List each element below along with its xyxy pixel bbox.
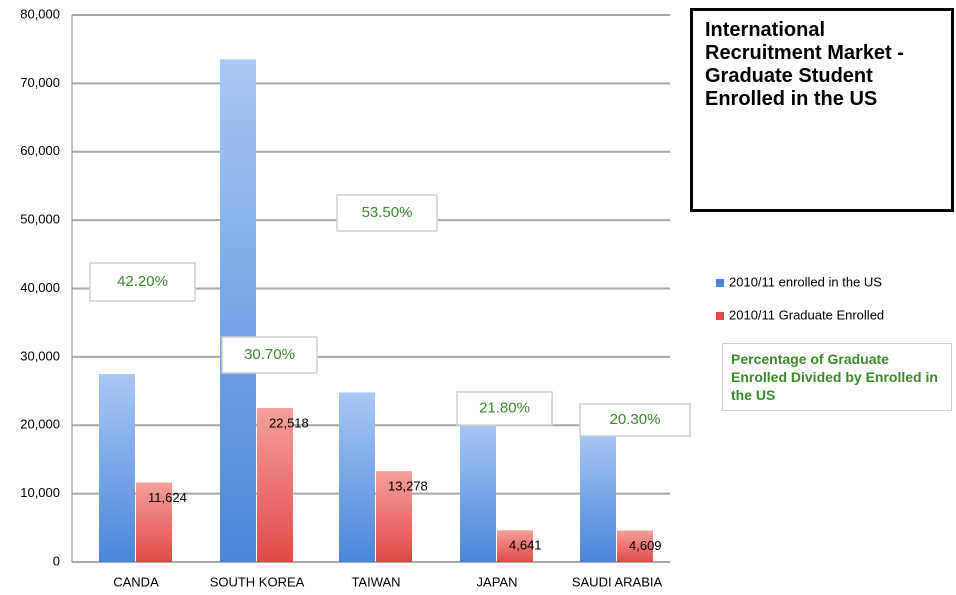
bar [617, 530, 653, 562]
bar [497, 530, 533, 562]
annotation: 30.70% [244, 346, 295, 363]
y-tick-label: 80,000 [20, 6, 60, 21]
legend-label: 2010/11 Graduate Enrolled [729, 307, 884, 322]
y-tick-label: 20,000 [20, 417, 60, 432]
annotation: 20.30% [610, 411, 661, 428]
y-tick-label: 40,000 [20, 280, 60, 295]
value-label: 4,641 [509, 538, 542, 553]
bar [580, 430, 616, 562]
legend-swatch [716, 312, 724, 320]
legend-label: 2010/11 enrolled in the US [729, 274, 882, 289]
annotation-box [336, 194, 438, 232]
bar [460, 421, 496, 562]
annotation-box [89, 262, 196, 302]
bar [257, 408, 293, 562]
value-label: 4,609 [629, 538, 662, 553]
value-label: 11,624 [148, 490, 187, 505]
y-tick-label: 60,000 [20, 143, 60, 158]
y-tick-label: 10,000 [20, 485, 60, 500]
annotation-box [579, 403, 691, 437]
x-tick-label: CANDA [113, 574, 159, 589]
x-tick-label: TAIWAN [351, 574, 400, 589]
bar [376, 471, 412, 562]
annotation: 21.80% [479, 399, 530, 416]
annotation-box [221, 336, 318, 374]
annotation: 42.20% [117, 273, 168, 290]
note: Percentage of Graduate Enrolled Divided … [722, 343, 952, 411]
y-tick-label: 50,000 [20, 212, 60, 227]
bar [136, 482, 172, 562]
legend-swatch [716, 279, 724, 287]
x-tick-label: JAPAN [477, 574, 518, 589]
annotation-box [456, 391, 553, 426]
annotation: 53.50% [362, 204, 413, 221]
bar [339, 392, 375, 562]
chart-title: International Recruitment Market - Gradu… [690, 8, 954, 212]
x-tick-label: SAUDI ARABIA [572, 574, 663, 589]
y-tick-label: 30,000 [20, 348, 60, 363]
bar [220, 59, 256, 562]
value-label: 13,278 [388, 479, 428, 494]
y-tick-label: 70,000 [20, 75, 60, 90]
x-tick-label: SOUTH KOREA [210, 574, 305, 589]
bar [99, 373, 135, 562]
value-label: 22,518 [269, 415, 309, 430]
y-tick-label: 0 [53, 553, 60, 568]
